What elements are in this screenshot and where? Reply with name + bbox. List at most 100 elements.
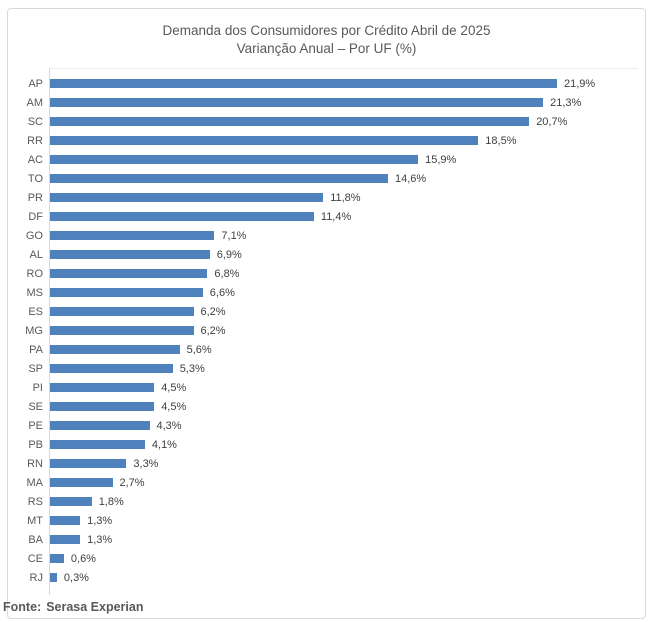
category-label: RN	[27, 457, 43, 470]
bar-row: ES 6,2%	[28, 302, 638, 321]
bar	[50, 212, 314, 221]
bar	[50, 288, 203, 297]
bar-row: RS 1,8%	[28, 492, 638, 511]
chart-frame: Demanda dos Consumidores por Crédito Abr…	[7, 8, 646, 619]
category-label: PR	[27, 191, 43, 204]
bar	[50, 326, 194, 335]
bar-row: SE 4,5%	[28, 397, 638, 416]
plot-area: AP 21,9% AM 21,3% SC 20,7% RR 18,5% AC 1…	[25, 68, 638, 595]
category-label: AP	[28, 77, 43, 90]
category-label: RO	[26, 267, 44, 280]
category-label: MS	[26, 286, 44, 299]
category-label: ES	[28, 305, 43, 318]
bar-row: AM 21,3%	[27, 93, 638, 112]
bar-row: MT 1,3%	[27, 511, 638, 530]
value-label: 5,3%	[179, 362, 205, 375]
category-label: CE	[27, 552, 43, 565]
value-label: 14,6%	[395, 172, 427, 185]
source-prefix: Fonte:	[3, 600, 42, 614]
value-label: 6,6%	[209, 286, 235, 299]
category-label: GO	[25, 229, 43, 242]
value-label: 15,9%	[425, 153, 457, 166]
bar	[50, 497, 92, 506]
value-label: 21,9%	[564, 77, 596, 90]
category-label: MT	[27, 514, 43, 527]
value-label: 5,6%	[186, 343, 212, 356]
bar	[50, 478, 113, 487]
category-label: MA	[26, 476, 44, 489]
category-label: RS	[27, 495, 43, 508]
category-label: BA	[28, 533, 43, 546]
category-label: SE	[28, 400, 43, 413]
category-label: SC	[27, 115, 43, 128]
bar-row: MA 2,7%	[27, 473, 638, 492]
bar-row: MS 6,6%	[27, 283, 638, 302]
value-label: 7,1%	[221, 229, 247, 242]
bar-row: SP 5,3%	[28, 359, 638, 378]
bar-row: CE 0,6%	[28, 549, 638, 568]
category-label: AL	[29, 248, 43, 261]
bar-row: PE 4,3%	[28, 416, 638, 435]
bar-row: PA 5,6%	[29, 340, 638, 359]
category-label: MG	[25, 324, 43, 337]
value-label: 4,5%	[161, 400, 187, 413]
value-label: 18,5%	[485, 134, 517, 147]
value-label: 20,7%	[536, 115, 568, 128]
chart-title: Demanda dos Consumidores por Crédito Abr…	[8, 22, 645, 58]
value-label: 11,8%	[330, 191, 361, 204]
category-label: AM	[26, 96, 44, 109]
chart-subtitle: Varianção Anual – Por UF (%)	[236, 41, 417, 56]
value-label: 4,3%	[156, 419, 182, 432]
bar	[50, 440, 145, 449]
bar-row: DF 11,4%	[28, 207, 638, 226]
bar-row: GO 7,1%	[26, 226, 638, 245]
value-label: 21,3%	[550, 96, 582, 109]
bar-row: AL 6,9%	[30, 245, 638, 264]
source-text: Serasa Experian	[46, 600, 144, 614]
category-label: DF	[28, 210, 43, 223]
value-label: 4,5%	[161, 381, 187, 394]
value-label: 3,3%	[133, 457, 159, 470]
bar	[50, 516, 81, 525]
bar	[50, 155, 419, 164]
bar-row: TO 14,6%	[28, 169, 638, 188]
bar	[50, 364, 173, 373]
value-label: 1,3%	[87, 514, 113, 527]
source-note: Fonte: Serasa Experian	[3, 600, 143, 614]
bar-row: SC 20,7%	[28, 112, 638, 131]
bar	[50, 535, 81, 544]
category-label: RJ	[29, 571, 43, 584]
bar	[50, 269, 208, 278]
category-label: PI	[32, 381, 43, 394]
bar-row: RJ 0,3%	[30, 568, 638, 587]
category-label: PE	[28, 419, 43, 432]
bar-row: AC 15,9%	[28, 150, 638, 169]
value-label: 1,3%	[87, 533, 113, 546]
bar	[50, 117, 530, 126]
category-label: AC	[27, 153, 43, 166]
value-label: 1,8%	[98, 495, 124, 508]
bar	[50, 250, 210, 259]
bar	[50, 573, 57, 582]
value-label: 0,3%	[63, 571, 89, 584]
bar	[50, 174, 388, 183]
bar-row: PI 4,5%	[33, 378, 638, 397]
value-label: 6,9%	[216, 248, 242, 261]
bar	[50, 554, 64, 563]
bar	[50, 345, 180, 354]
bar	[50, 307, 194, 316]
bar	[50, 79, 557, 88]
value-label: 2,7%	[119, 476, 145, 489]
value-label: 6,8%	[214, 267, 240, 280]
bar-row: RO 6,8%	[27, 264, 638, 283]
category-label: RR	[27, 134, 43, 147]
bar-row: RR 18,5%	[27, 131, 638, 150]
bar	[50, 402, 155, 411]
bar-row: AP 21,9%	[28, 74, 638, 93]
value-label: 6,2%	[200, 324, 226, 337]
category-label: PA	[29, 343, 43, 356]
bar	[50, 193, 324, 202]
bar-row: PB 4,1%	[28, 435, 638, 454]
value-label: 11,4%	[320, 210, 352, 223]
value-label: 4,1%	[151, 438, 177, 451]
